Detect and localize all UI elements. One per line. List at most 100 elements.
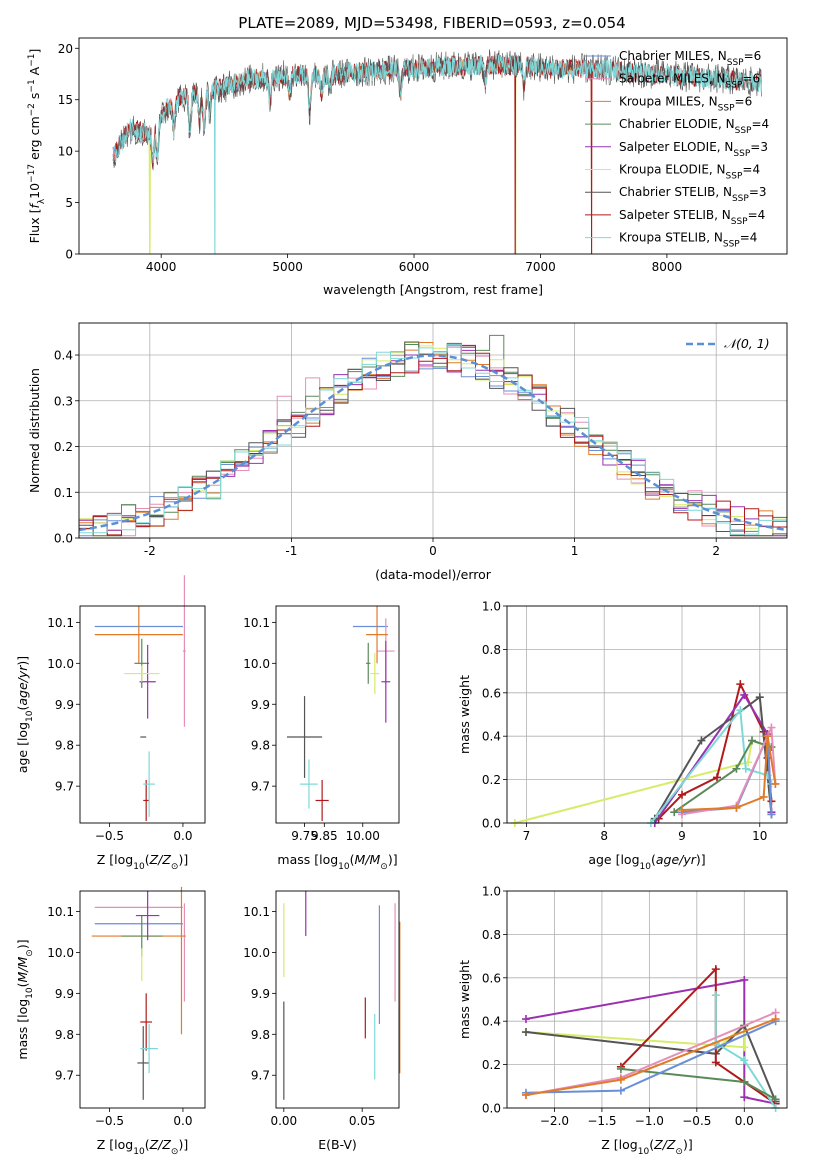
label-part: ⊙ xyxy=(380,862,388,872)
y-tick-label: 10.1 xyxy=(243,616,270,630)
plot-content xyxy=(79,334,787,538)
y-tick-label: 0.8 xyxy=(482,643,501,657)
y-tick-label: 10.0 xyxy=(47,946,74,960)
label-part: =4 xyxy=(740,231,758,245)
y-tick-label: 0.2 xyxy=(482,773,501,787)
plot-content xyxy=(510,680,780,827)
x-tick-label: 8000 xyxy=(652,260,683,274)
y-tick-label: 9.9 xyxy=(55,987,74,1001)
x-tick-label: 6000 xyxy=(399,260,430,274)
weight-marker xyxy=(711,965,720,974)
legend-entry: Kroupa ELODIE, NSSP=4 xyxy=(619,163,760,182)
y-tick-label: 9.7 xyxy=(251,1069,270,1083)
label-part: Z/Z xyxy=(149,852,172,867)
weight-marker xyxy=(736,680,745,689)
label-part: ⊙ xyxy=(25,949,35,957)
label-part: −17 xyxy=(27,164,37,183)
label-part: Kroupa ELODIE, N xyxy=(619,163,726,177)
weight-marker xyxy=(678,805,686,814)
label-part: SSP xyxy=(727,58,744,68)
y-tick-label: 0.0 xyxy=(482,817,501,831)
x-axis-label: wavelength [Angstrom, rest frame] xyxy=(323,282,543,297)
spectrum-line-kroupa-stelib xyxy=(112,54,762,254)
weight-marker xyxy=(763,732,772,741)
plot-area xyxy=(80,606,205,823)
y-tick-label: 0.0 xyxy=(54,532,73,546)
weight-marker xyxy=(521,1015,530,1024)
y-axis-label: Normed distribution xyxy=(27,368,42,493)
x-tick-label: 0.00 xyxy=(270,1114,297,1128)
legend-entry: Chabrier STELIB, NSSP=3 xyxy=(619,185,767,204)
label-part: age/yr xyxy=(656,852,697,867)
weight-marker xyxy=(740,1077,749,1086)
y-tick-label: 9.7 xyxy=(55,1069,74,1083)
weight-marker xyxy=(697,736,706,745)
label-part: SSP xyxy=(731,217,748,227)
weight-marker xyxy=(740,1056,749,1065)
x-tick-label: 9.85 xyxy=(311,829,338,843)
axes-frame xyxy=(79,890,206,1109)
x-axis-label: E(B-V) xyxy=(318,1137,357,1152)
weight-line-chabrier-stelib xyxy=(525,1023,777,1102)
label-part: Kroupa MILES, N xyxy=(619,94,718,108)
legend-entry: Salpeter MILES, NSSP=6 xyxy=(619,72,760,91)
weight-metallicity-axes: −2.0 −1.5 −1.0 −0.5 0.0 0.0 0.2 0.4 0.6 0.8 1.0 Z [… xyxy=(457,885,788,1157)
x-tick-label: 9 xyxy=(678,829,686,843)
y-tick-label: 9.9 xyxy=(251,987,270,1001)
label-part: 10 xyxy=(27,183,42,199)
label-part: Z/Z xyxy=(653,1137,676,1152)
y-tick-label: 1.0 xyxy=(482,600,501,614)
label-part: )] xyxy=(696,852,706,867)
label-part: ( xyxy=(649,1137,654,1152)
x-tick-label: −1.0 xyxy=(635,1114,664,1128)
label-part: ( xyxy=(15,706,30,711)
weight-marker xyxy=(732,764,741,773)
x-tick-label: −1.5 xyxy=(587,1114,616,1128)
plot-content xyxy=(521,965,780,1112)
x-tick-label: -1 xyxy=(285,544,297,558)
label-part: SSP xyxy=(726,81,743,91)
weight-marker xyxy=(741,764,750,773)
y-tick-label: 9.7 xyxy=(55,780,74,794)
label-part: erg cm xyxy=(27,116,42,164)
y-tick-label: 5 xyxy=(65,196,73,210)
x-axis-label: Z [log10(Z/Z⊙)] xyxy=(97,852,188,872)
label-part: Z [log xyxy=(601,1137,637,1152)
label-part: Chabrier ELODIE, N xyxy=(619,117,735,131)
weight-marker xyxy=(740,1043,749,1052)
weight-marker xyxy=(771,779,780,788)
weight-marker xyxy=(755,693,764,702)
label-part: =6 xyxy=(744,49,762,63)
y-tick-label: 0.2 xyxy=(482,1058,501,1072)
label-part: −2 xyxy=(27,103,37,116)
y-axis-label: mass weight xyxy=(457,960,472,1039)
label-part: =3 xyxy=(749,185,767,199)
y-tick-label: 0.8 xyxy=(482,928,501,942)
label-part: )] xyxy=(178,852,188,867)
y-tick-label: 0.3 xyxy=(54,394,73,408)
label-part: 10 xyxy=(25,987,35,999)
y-tick-label: 9.9 xyxy=(251,698,270,712)
y-tick-label: 0.6 xyxy=(482,686,501,700)
x-tick-label: −0.5 xyxy=(95,1114,124,1128)
y-tick-label: 10.0 xyxy=(243,946,270,960)
label-part: ] xyxy=(27,49,42,54)
y-tick-label: 20 xyxy=(58,42,73,56)
label-part: mass [log xyxy=(15,999,30,1060)
y-tick-label: 9.7 xyxy=(251,780,270,794)
y-tick-label: 0.4 xyxy=(54,349,73,363)
label-part: Z/Z xyxy=(149,1137,172,1152)
x-axis-label: Z [log10(Z/Z⊙)] xyxy=(601,1137,692,1157)
y-tick-label: 0.6 xyxy=(482,971,501,985)
label-part: =6 xyxy=(742,72,760,86)
label-part: ⊙ xyxy=(675,1147,683,1157)
y-tick-label: 9.8 xyxy=(55,739,74,753)
y-tick-label: 10 xyxy=(58,145,73,159)
plot-content xyxy=(91,886,186,1100)
label-part: ( xyxy=(350,852,355,867)
plot-area xyxy=(276,891,399,1108)
weight-marker xyxy=(521,1090,530,1099)
y-tick-label: 0.4 xyxy=(482,1015,501,1029)
label-part: f xyxy=(27,203,42,209)
weight-marker xyxy=(740,690,749,699)
